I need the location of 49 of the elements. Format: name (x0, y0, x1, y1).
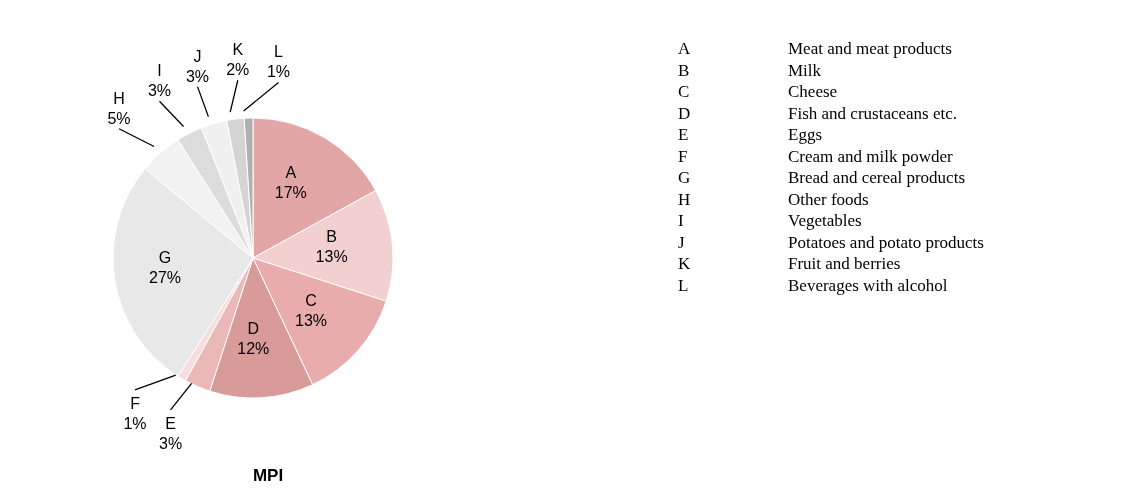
text: Cheese (788, 81, 838, 103)
slice-label: E (165, 414, 176, 432)
data-label: 12% (237, 339, 270, 357)
data-label: 13% (315, 248, 348, 266)
category-label: A (678, 39, 691, 58)
data-label: 1% (266, 63, 291, 81)
slice-label: A (285, 163, 297, 181)
category-label: J (678, 232, 685, 252)
data-label: 27% (149, 269, 182, 287)
data-label: 17% (274, 183, 307, 201)
slice-label: I (157, 62, 162, 80)
text: Bread and cereal products (788, 167, 965, 189)
slice-label: F (130, 394, 141, 412)
data-label: 3% (185, 67, 210, 85)
text: Potatoes and potato products (788, 231, 984, 253)
data-label: 5% (107, 109, 131, 127)
text: Fruit and berries (788, 253, 901, 275)
data-label: 3% (147, 82, 172, 100)
category-label: D (678, 103, 691, 123)
category-label: B (678, 60, 690, 80)
text: Vegetables (788, 210, 862, 232)
text: Beverages with alcohol (788, 274, 948, 296)
slice-label: L (274, 43, 284, 61)
slice-label: C (305, 291, 317, 309)
text: Meat and meat products (788, 38, 952, 60)
category-label: E (678, 125, 689, 144)
category-label: K (678, 254, 691, 273)
category-label: F (678, 146, 688, 166)
data-label: 3% (158, 434, 183, 452)
slice-label: D (247, 319, 260, 337)
category-label: L (678, 275, 689, 295)
slice-label: J (193, 47, 202, 65)
category-label: G (678, 168, 691, 187)
text: Fish and crustaceans etc. (788, 102, 957, 124)
text: Eggs (788, 124, 822, 146)
data-label: 13% (294, 311, 328, 329)
text: MPI (251, 466, 285, 486)
slice-label: H (113, 89, 125, 107)
text: Milk (788, 59, 822, 81)
slice-label: K (232, 41, 244, 59)
category-label: I (678, 211, 684, 230)
category-label: H (678, 189, 691, 209)
category-label: C (678, 82, 690, 101)
data-label: 1% (123, 414, 147, 432)
slice-label: B (326, 228, 337, 246)
slice-label: G (158, 249, 172, 267)
text: Other foods (788, 188, 869, 210)
text: Cream and milk powder (788, 145, 953, 167)
data-label: 2% (226, 61, 250, 79)
